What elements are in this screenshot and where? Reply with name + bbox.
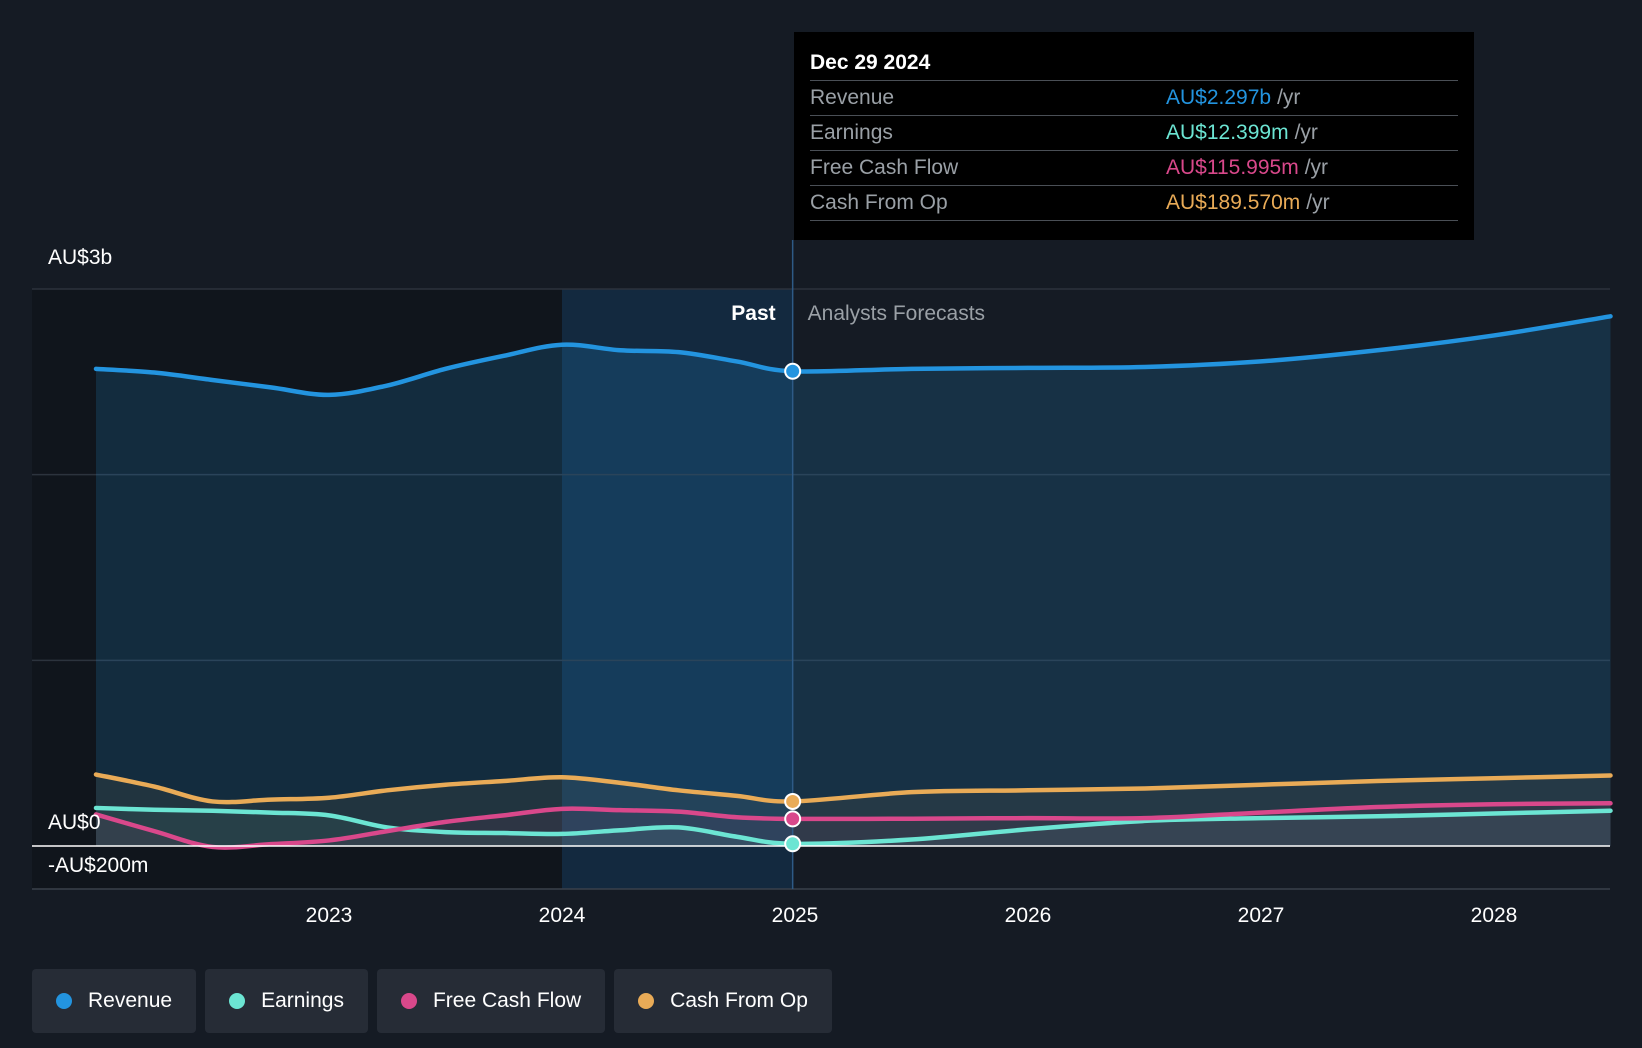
forecast-label: Analysts Forecasts <box>808 302 985 325</box>
series-line-earnings <box>93 805 1613 847</box>
highlight-point-cash-from-op <box>784 792 802 810</box>
tooltip-row-free-cash-flow: Free Cash Flow AU$115.995m /yr <box>810 150 1458 185</box>
y-tick-label: AU$0 <box>48 811 101 834</box>
legend-item-free-cash-flow[interactable]: Free Cash Flow <box>376 969 606 1033</box>
highlight-points <box>784 362 802 853</box>
tooltip-label: Earnings <box>810 121 893 144</box>
tooltip-value: AU$115.995m <box>1166 156 1299 179</box>
series-area-earnings <box>96 807 1611 846</box>
legend-label: Revenue <box>88 989 173 1012</box>
tooltip-value: AU$189.570m <box>1166 191 1301 214</box>
series-lines <box>32 314 1613 850</box>
highlight-point-free-cash-flow <box>784 810 802 828</box>
tooltip-unit: /yr <box>1306 191 1330 214</box>
legend-item-revenue[interactable]: Revenue <box>32 969 197 1033</box>
gridlines <box>32 288 1610 890</box>
y-tick-label: AU$3b <box>48 246 112 269</box>
x-tick-label: 2025 <box>772 904 819 927</box>
legend-item-earnings[interactable]: Earnings <box>205 969 368 1033</box>
legend-dot-icon <box>400 993 417 1009</box>
series-line-revenue <box>93 314 1613 398</box>
tooltip-unit: /yr <box>1277 86 1301 109</box>
y-axis-labels: AU$3b AU$0 -AU$200m <box>48 246 148 877</box>
series-area-revenue <box>96 316 1611 847</box>
tooltip-value: AU$12.399m <box>1166 121 1289 144</box>
tooltip-date: Dec 29 2024 <box>810 51 931 74</box>
legend: Revenue Earnings Free Cash Flow Cash Fro… <box>32 969 841 1033</box>
legend-dot-icon <box>229 993 246 1009</box>
tooltip-unit: /yr <box>1294 121 1318 144</box>
tooltip-label: Free Cash Flow <box>810 156 959 179</box>
tooltip-label: Revenue <box>810 86 895 109</box>
tooltip-value: AU$2.297b <box>1166 86 1272 109</box>
x-tick-label: 2024 <box>539 904 586 927</box>
x-tick-label: 2026 <box>1005 904 1052 927</box>
x-tick-label: 2028 <box>1471 904 1518 927</box>
legend-dot-icon <box>638 993 655 1009</box>
tooltip-row-revenue: Revenue AU$2.297b /yr <box>810 80 1458 115</box>
series-area-cash-from-op <box>96 774 1611 846</box>
x-tick-label: 2027 <box>1238 904 1285 927</box>
tooltip-label: Cash From Op <box>810 191 948 214</box>
legend-label: Cash From Op <box>670 989 808 1012</box>
x-tick-label: 2023 <box>306 904 353 927</box>
y-tick-label: -AU$200m <box>48 854 148 877</box>
tooltip-unit: /yr <box>1304 156 1329 179</box>
tooltip-row-earnings: Earnings AU$12.399m /yr <box>810 115 1458 150</box>
series-line-cash-from-op <box>93 772 1613 805</box>
legend-label: Free Cash Flow <box>432 989 582 1012</box>
tooltip-row-cash-from-op: Cash From Op AU$189.570m /yr <box>810 185 1458 221</box>
x-axis-labels: 2023 2024 2025 2026 2027 2028 <box>306 904 1518 927</box>
legend-dot-icon <box>56 993 72 1009</box>
legend-label: Earnings <box>261 989 344 1012</box>
tooltip: Dec 29 2024 Revenue AU$2.297b /yr Earnin… <box>794 32 1474 240</box>
highlight-point-revenue <box>784 362 802 380</box>
highlight-point-earnings <box>784 835 802 853</box>
series-line-free-cash-flow <box>93 801 1613 850</box>
past-label: Past <box>731 302 775 325</box>
legend-item-cash-from-op[interactable]: Cash From Op <box>614 969 832 1033</box>
